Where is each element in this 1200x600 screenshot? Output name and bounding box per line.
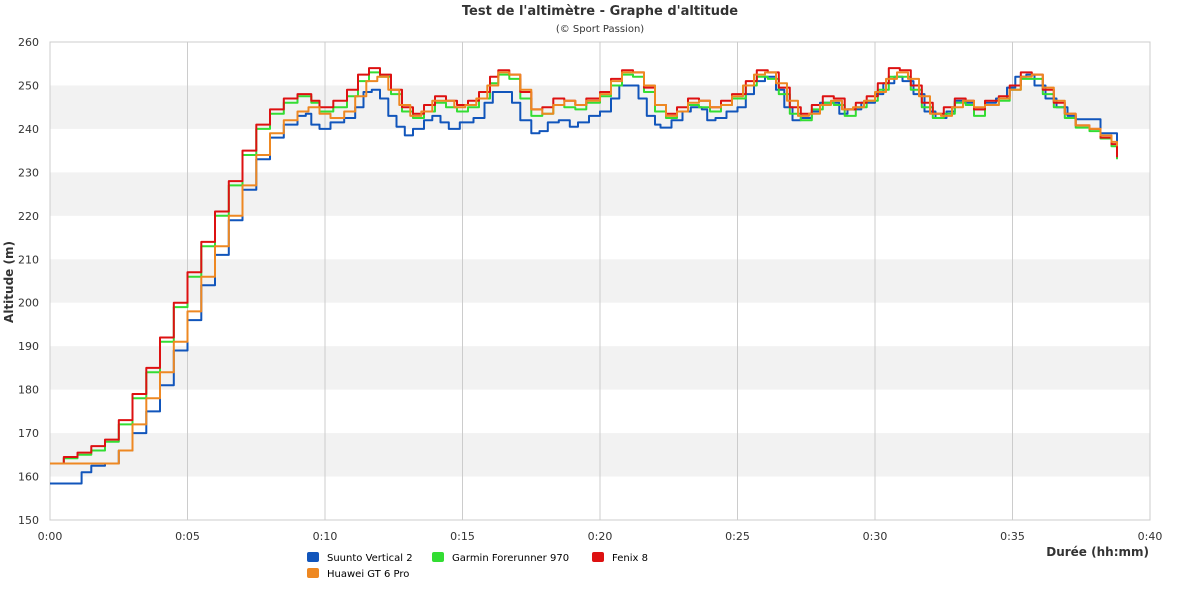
- y-tick-label: 170: [18, 427, 39, 440]
- x-tick-label: 0:25: [725, 530, 750, 543]
- y-tick-label: 220: [18, 210, 39, 223]
- plot-frame: [49, 41, 1151, 521]
- x-tick-label: 0:05: [175, 530, 200, 543]
- y-tick-label: 230: [18, 166, 39, 179]
- y-axis-ticks: 150 160 170 180 190 200 210 220 230 240 250 260: [18, 36, 39, 527]
- legend-swatch: [307, 552, 319, 562]
- legend-swatch: [432, 552, 444, 562]
- y-tick-label: 180: [18, 384, 39, 397]
- y-axis-title: Altitude (m): [2, 241, 16, 323]
- x-axis-ticks: 0:00 0:05 0:10 0:15 0:20 0:25 0:30 0:35 0:40: [38, 530, 1163, 543]
- legend-label: Garmin Forerunner 970: [452, 553, 569, 564]
- legend: Suunto Vertical 2 Garmin Forerunner 970 Fe…: [307, 552, 648, 580]
- x-tick-label: 0:15: [450, 530, 475, 543]
- legend-swatch: [592, 552, 604, 562]
- x-tick-label: 0:35: [1000, 530, 1025, 543]
- y-tick-label: 210: [18, 253, 39, 266]
- y-tick-label: 240: [18, 123, 39, 136]
- y-tick-label: 150: [18, 514, 39, 527]
- x-tick-label: 0:30: [863, 530, 888, 543]
- legend-swatch: [307, 568, 319, 578]
- y-tick-label: 200: [18, 297, 39, 310]
- legend-label: Fenix 8: [612, 553, 648, 564]
- y-tick-label: 250: [18, 79, 39, 92]
- chart-title: Test de l'altimètre - Graphe d'altitude: [462, 4, 738, 19]
- series-layer: [50, 67, 1118, 485]
- x-tick-label: 0:00: [38, 530, 63, 543]
- y-tick-label: 160: [18, 471, 39, 484]
- x-tick-label: 0:20: [588, 530, 613, 543]
- series-line-fenix-8: [50, 67, 1118, 465]
- legend-label: Huawei GT 6 Pro: [327, 569, 409, 580]
- series-line-huawei-gt-6-pro: [50, 71, 1118, 465]
- chart-subtitle: (© Sport Passion): [556, 24, 644, 35]
- x-axis-title: Durée (hh:mm): [1046, 545, 1149, 559]
- x-tick-label: 0:40: [1138, 530, 1163, 543]
- y-tick-label: 260: [18, 36, 39, 49]
- y-tick-label: 190: [18, 340, 39, 353]
- x-tick-label: 0:10: [313, 530, 338, 543]
- legend-label: Suunto Vertical 2: [327, 553, 413, 564]
